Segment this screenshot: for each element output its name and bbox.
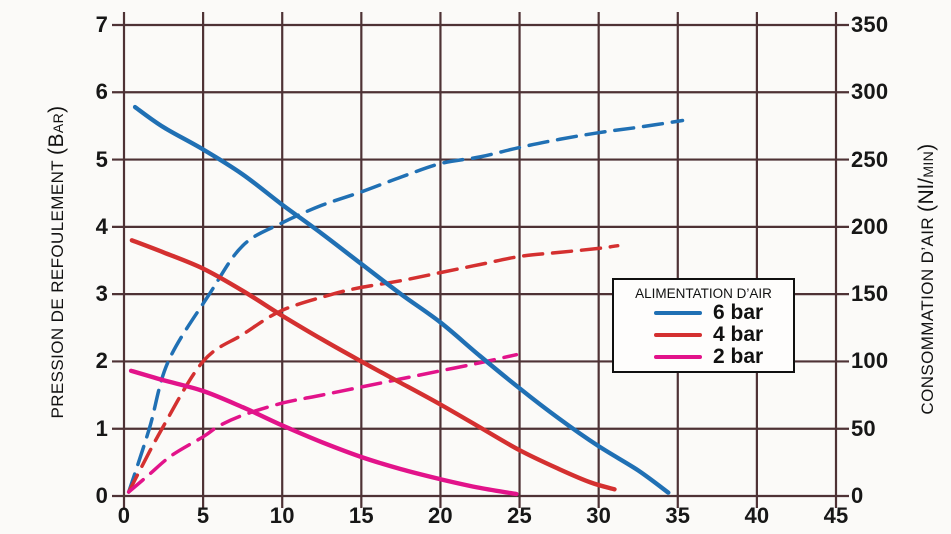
left-axis-unit-small: AR [50,112,66,134]
curve-conso-6bar [126,118,685,494]
legend-entry-label: 4 bar [713,323,764,346]
right-axis-unit-open: (Nl/ [915,177,938,212]
legend-entry: 2 bar [614,346,793,368]
curve-pression-2bar [128,368,519,497]
right-axis-title-text: CONSOMMATION D’AIR [918,216,937,415]
right-axis-unit-close: ) [915,143,938,151]
right-axis-unit-small: MIN [920,150,936,178]
curve-conso-2bar [126,352,519,494]
left-axis-unit-open: (B [45,133,68,155]
left-axis-title-inner: PRESSION DE REFOULEMENT (BAR) [45,105,69,418]
curve-pression-4bar [129,238,617,492]
legend-entry-label: 2 bar [713,345,764,368]
legend-line-sample [654,310,702,316]
legend-entry: 6 bar [614,302,793,324]
right-axis-title-inner: CONSOMMATION D’AIR (Nl/MIN) [915,143,939,414]
left-axis-unit-close: ) [45,105,68,113]
legend-title: ALIMENTATION D’AIR [635,286,772,301]
left-axis-title-text: PRESSION DE REFOULEMENT [48,159,67,419]
legend-entry-label: 6 bar [713,301,764,324]
legend-line-sample [654,332,702,338]
curve-pression-6bar [132,104,671,495]
legend-line-sample [654,354,702,360]
curve-conso-4bar [126,243,620,494]
legend-entries: 6 bar 4 bar 2 bar [614,302,793,368]
legend-entry: 4 bar [614,324,793,346]
legend: ALIMENTATION D’AIR 6 bar 4 bar 2 bar [612,278,795,373]
